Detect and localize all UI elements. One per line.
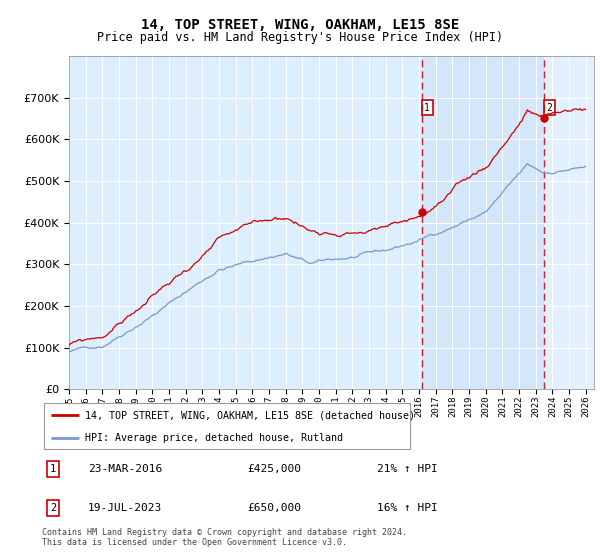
Text: 2: 2 [547,102,553,113]
Text: 19-JUL-2023: 19-JUL-2023 [88,503,162,513]
Text: Price paid vs. HM Land Registry's House Price Index (HPI): Price paid vs. HM Land Registry's House … [97,31,503,44]
Text: Contains HM Land Registry data © Crown copyright and database right 2024.
This d: Contains HM Land Registry data © Crown c… [42,528,407,547]
FancyBboxPatch shape [44,403,410,449]
Text: HPI: Average price, detached house, Rutland: HPI: Average price, detached house, Rutl… [85,433,343,443]
Bar [544,56,594,389]
Bar [422,56,544,389]
Bar [544,56,594,389]
Text: 2: 2 [50,503,56,513]
Text: 1: 1 [424,102,430,113]
Text: 16% ↑ HPI: 16% ↑ HPI [377,503,437,513]
Text: 1: 1 [50,464,56,474]
Text: £650,000: £650,000 [247,503,301,513]
Text: 21% ↑ HPI: 21% ↑ HPI [377,464,437,474]
Text: £425,000: £425,000 [247,464,301,474]
Text: 23-MAR-2016: 23-MAR-2016 [88,464,162,474]
Text: 14, TOP STREET, WING, OAKHAM, LE15 8SE (detached house): 14, TOP STREET, WING, OAKHAM, LE15 8SE (… [85,410,415,421]
Text: 14, TOP STREET, WING, OAKHAM, LE15 8SE: 14, TOP STREET, WING, OAKHAM, LE15 8SE [141,18,459,32]
